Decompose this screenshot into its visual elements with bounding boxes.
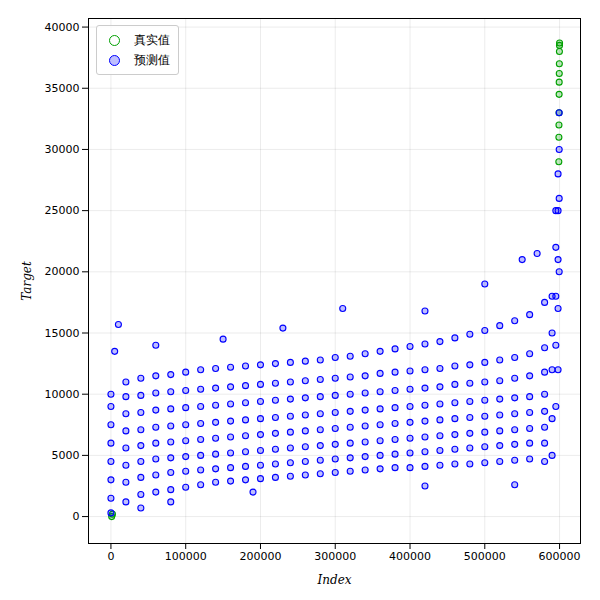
svg-text:15000: 15000 (45, 327, 80, 340)
svg-text:5000: 5000 (52, 449, 80, 462)
svg-text:Index: Index (316, 573, 351, 587)
svg-text:35000: 35000 (45, 82, 80, 95)
svg-text:600000: 600000 (539, 550, 581, 563)
html-text:预测值: 预测值 (134, 52, 170, 67)
svg-text:10000: 10000 (45, 388, 80, 401)
svg-text:Target: Target (20, 261, 34, 301)
svg-text:300000: 300000 (314, 550, 356, 563)
svg-text:500000: 500000 (464, 550, 506, 563)
svg-text:200000: 200000 (239, 550, 281, 563)
svg-text:100000: 100000 (165, 550, 207, 563)
svg-text:40000: 40000 (45, 21, 80, 34)
svg-text:20000: 20000 (45, 265, 80, 278)
svg-text:400000: 400000 (389, 550, 431, 563)
html-text:真实值: 真实值 (134, 32, 170, 47)
svg-text:25000: 25000 (45, 204, 80, 217)
svg-text:0: 0 (73, 510, 80, 523)
svg-text:0: 0 (107, 550, 114, 563)
svg-text:30000: 30000 (45, 143, 80, 156)
